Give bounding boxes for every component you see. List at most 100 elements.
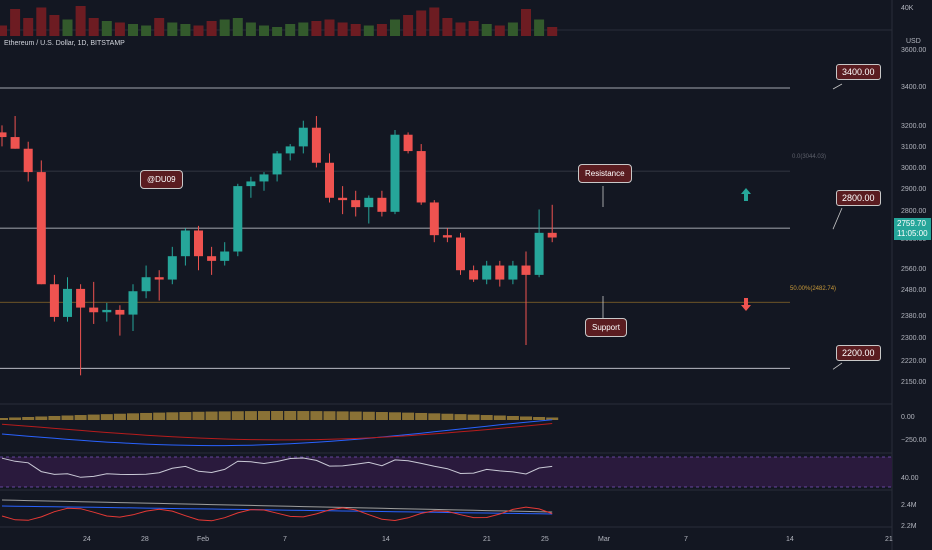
macd-histogram-bar: [48, 415, 61, 420]
price-tick-label: 3100.00: [901, 144, 927, 151]
current-price-tag: 2759.70 11:05:00: [894, 218, 931, 240]
macd-histogram-bar: [87, 414, 100, 420]
volume-bar: [141, 25, 152, 36]
level-tag-lower[interactable]: 2200.00: [836, 345, 881, 361]
candle-body: [23, 148, 33, 173]
volume-bar: [167, 22, 178, 36]
macd-histogram-bar: [362, 411, 375, 420]
macd-histogram-bar: [402, 412, 415, 420]
volume-bar: [455, 22, 466, 36]
support-label: Support: [585, 318, 628, 337]
volume-bar: [429, 7, 440, 36]
candle-body: [338, 197, 348, 201]
level-tag-middle[interactable]: 2800.00: [836, 190, 881, 206]
macd-histogram-bar: [467, 414, 480, 420]
price-tick-label: 2480.00: [901, 287, 927, 294]
candle-body: [128, 291, 138, 315]
candle-body: [272, 153, 282, 175]
price-tick-label: 2150.00: [901, 379, 927, 386]
macd-histogram-bar: [205, 411, 218, 420]
candle-body: [63, 288, 72, 317]
macd-histogram-bar: [441, 413, 454, 420]
candle-body: [89, 307, 99, 313]
current-price: 2759.70: [897, 219, 926, 228]
macd-histogram-bar: [349, 411, 362, 420]
volume-bar: [494, 25, 505, 36]
volume-bar: [219, 19, 230, 36]
candle-body: [429, 202, 439, 236]
candle-body: [154, 277, 164, 280]
volume-bar: [10, 9, 21, 36]
direction-arrows: [741, 188, 751, 311]
macd-histogram-bar: [389, 412, 401, 420]
macd-histogram-bar: [100, 414, 113, 420]
candle-body: [547, 232, 557, 238]
level-tag-upper[interactable]: 3400.00: [836, 64, 881, 80]
volume-bars: [0, 6, 558, 36]
volume-bar: [337, 22, 348, 36]
candle-body: [469, 270, 479, 280]
price-tick-label: 2800.00: [901, 208, 927, 215]
macd-line: [1, 419, 553, 447]
candle-body: [416, 151, 426, 203]
candle-body: [259, 174, 269, 182]
volume-bar: [206, 21, 217, 36]
obv-axis-low: 2.2M: [901, 523, 917, 530]
macd-histogram-bar: [520, 416, 532, 420]
candle-body: [36, 172, 46, 285]
rsi-band: [0, 457, 892, 487]
candle-body: [233, 186, 243, 252]
obv-signal-line: [1, 506, 553, 522]
tag-connector: [832, 362, 843, 370]
candle-body: [141, 277, 151, 292]
rsi-axis-label: 40.00: [901, 475, 919, 482]
candle-body: [285, 146, 295, 154]
candle-body: [482, 265, 492, 280]
candle-body: [442, 235, 452, 238]
volume-bar: [62, 19, 73, 36]
macd-histogram-bar: [153, 412, 166, 420]
macd-histogram-bar: [533, 416, 546, 420]
volume-bar: [36, 7, 47, 36]
macd-histogram-bar: [231, 411, 244, 420]
candle-body: [351, 200, 361, 208]
volume-bar: [114, 22, 125, 36]
up-arrow-icon: [741, 188, 751, 201]
obv-axis-high: 2.4M: [901, 502, 917, 509]
rsi-line: [1, 457, 553, 478]
macd-histogram-bar: [140, 412, 153, 420]
username-label: @DU09: [140, 170, 183, 189]
volume-bar: [390, 19, 400, 36]
time-tick-label: Feb: [197, 536, 210, 543]
macd-histogram-bar: [415, 412, 428, 420]
macd-histogram-bar: [480, 415, 493, 420]
candle-body: [534, 232, 544, 275]
price-tick-label: 2220.00: [901, 358, 927, 365]
macd-signal-line: [1, 423, 553, 441]
macd-histogram-bar: [546, 417, 559, 420]
candle-body: [0, 132, 7, 138]
volume-bar: [363, 25, 374, 36]
macd-histogram-bar: [244, 411, 257, 420]
candle-body: [521, 265, 531, 275]
price-tick-label: 3600.00: [901, 47, 927, 54]
volume-bar: [403, 15, 414, 36]
macd-histogram-bar: [258, 411, 270, 420]
candle-body: [364, 197, 374, 208]
candle-body: [377, 197, 387, 212]
macd-histogram-bar: [375, 412, 388, 420]
macd-histogram-bar: [323, 411, 336, 420]
volume-bar: [259, 25, 269, 36]
candle-body: [76, 288, 86, 308]
price-tick-label: 3000.00: [901, 165, 927, 172]
symbol-title: Ethereum / U.S. Dollar, 1D, BITSTAMP: [4, 40, 125, 47]
macd-histogram-bar: [179, 412, 192, 420]
macd-histogram-bar: [0, 418, 8, 420]
volume-bar: [101, 21, 112, 36]
volume-bar: [507, 22, 518, 36]
macd-axis-low: −250.00: [901, 437, 927, 444]
candle-body: [115, 309, 125, 315]
time-tick-label: 21: [885, 536, 893, 543]
candle-body: [167, 256, 177, 280]
